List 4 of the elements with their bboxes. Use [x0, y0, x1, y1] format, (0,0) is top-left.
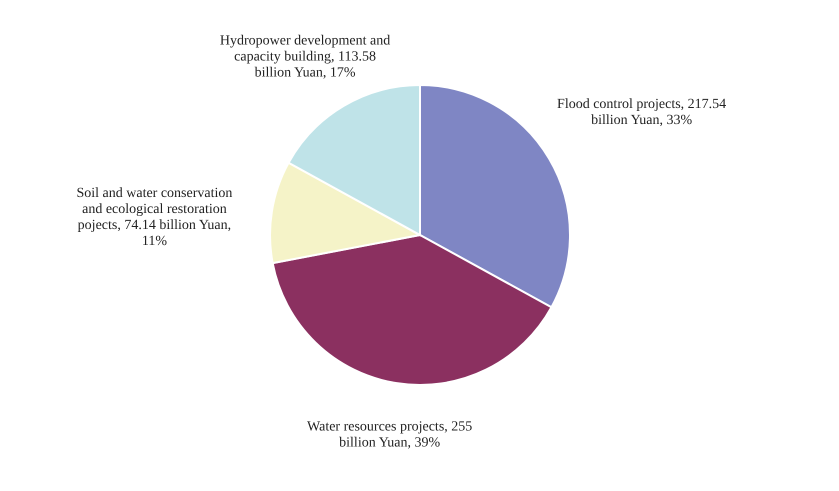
- slice-label: Water resources projects, 255 billion Yuan, 39%: [307, 420, 472, 451]
- slice-label: Soil and water conservation and ecological restoration pojects, 74.14 billion Yuan, 11%: [76, 186, 232, 249]
- slice-label: Flood control projects, 217.54 billion Yuan, 33%: [557, 96, 726, 128]
- slice-label: Hydropower development and capacity building, 113.58 billion Yuan, 17%: [220, 34, 390, 81]
